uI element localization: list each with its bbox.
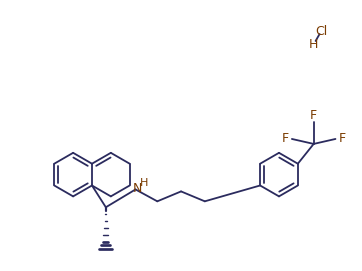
Text: F: F — [339, 133, 346, 146]
Text: F: F — [310, 109, 317, 122]
Text: H: H — [140, 178, 149, 188]
Text: H: H — [309, 38, 318, 51]
Text: N: N — [133, 182, 142, 195]
Text: F: F — [281, 133, 289, 146]
Text: Cl: Cl — [315, 25, 328, 38]
